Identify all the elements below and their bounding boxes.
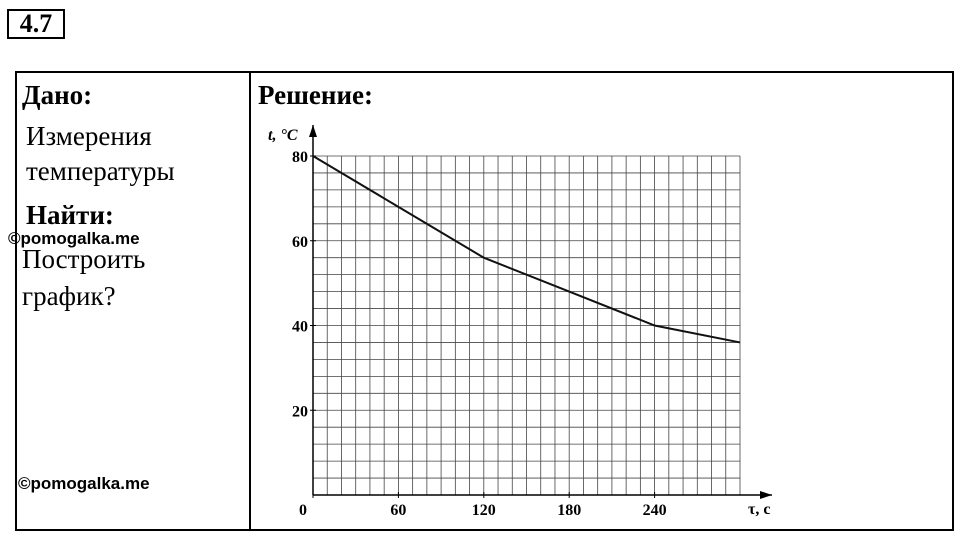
- x-tick-label: 240: [643, 502, 667, 519]
- y-tick-label: 20: [292, 403, 308, 420]
- solution-title: Решение:: [258, 80, 373, 110]
- problem-number: 4.7: [20, 9, 53, 38]
- x-tick-label: 120: [472, 502, 496, 519]
- y-tick-label: 80: [292, 149, 308, 166]
- x-tick-label: 180: [557, 502, 581, 519]
- find-title: Найти:: [26, 200, 114, 230]
- x-axis-label: τ, с: [748, 501, 770, 518]
- y-axis-arrow: [309, 125, 317, 137]
- x-tick-label: 0: [299, 502, 307, 519]
- watermark: ©pomogalka.me: [8, 229, 140, 248]
- y-axis-label: t, °C: [268, 127, 298, 144]
- given-line: Измерения: [26, 121, 152, 151]
- watermark: ©pomogalka.me: [18, 474, 150, 493]
- find-line: график?: [22, 281, 116, 311]
- data-line: [312, 155, 741, 344]
- given-title: Дано:: [22, 80, 92, 110]
- x-tick-label: 60: [390, 502, 406, 519]
- y-tick-label: 60: [292, 234, 308, 251]
- number-box: [7, 9, 65, 39]
- find-line: Построить: [22, 244, 145, 274]
- table-border: [15, 71, 954, 531]
- given-line: температуры: [26, 156, 175, 186]
- x-axis-arrow: [760, 491, 772, 499]
- y-tick-label: 40: [292, 319, 308, 336]
